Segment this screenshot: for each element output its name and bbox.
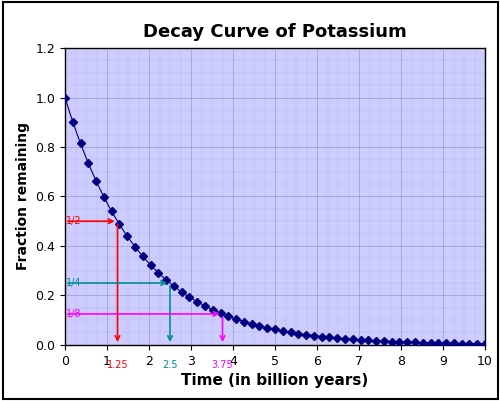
Text: 2.5: 2.5 — [162, 360, 178, 370]
Text: 1/4: 1/4 — [66, 278, 82, 288]
X-axis label: Time (in billion years): Time (in billion years) — [182, 373, 368, 388]
Text: 1/2: 1/2 — [66, 216, 82, 226]
Text: 3.75: 3.75 — [212, 360, 234, 370]
Title: Decay Curve of Potassium: Decay Curve of Potassium — [143, 23, 407, 41]
Y-axis label: Fraction remaining: Fraction remaining — [16, 122, 30, 271]
Text: 1/8: 1/8 — [66, 309, 82, 319]
Text: 1.25: 1.25 — [106, 360, 128, 370]
